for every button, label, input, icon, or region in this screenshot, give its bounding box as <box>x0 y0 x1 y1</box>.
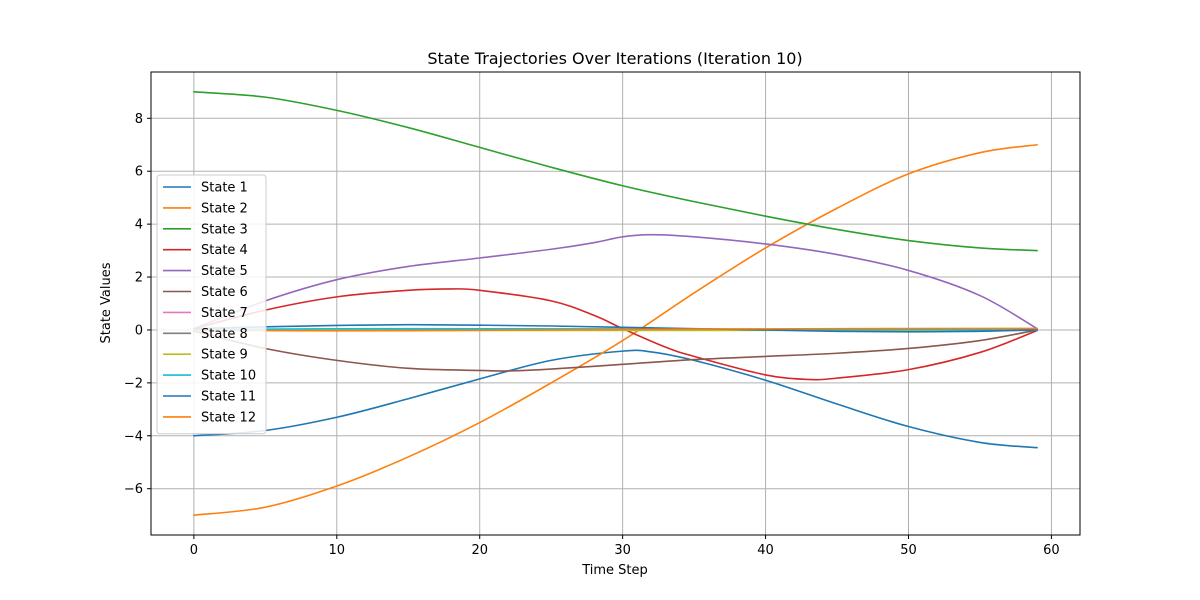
legend-entry: State 11 <box>201 390 256 405</box>
x-tick-label: 40 <box>757 543 774 558</box>
chart-title: State Trajectories Over Iterations (Iter… <box>427 49 802 68</box>
legend-entry: State 7 <box>201 306 248 321</box>
legend-entry: State 12 <box>201 410 256 425</box>
legend-entry: State 6 <box>201 285 248 300</box>
series-line-3 <box>193 91 1038 252</box>
y-tick-label: 6 <box>135 165 143 180</box>
plot-frame <box>150 71 1081 536</box>
x-tick-label: 20 <box>471 543 488 558</box>
x-axis-label: Time Step <box>581 563 648 578</box>
legend-entry: State 4 <box>201 243 248 258</box>
series-line-2 <box>193 143 1038 516</box>
legend-entry: State 10 <box>201 369 256 384</box>
y-tick-label: 4 <box>135 218 143 233</box>
series-line-12 <box>193 327 1038 332</box>
y-tick-label: 2 <box>135 271 143 286</box>
y-axis: −6 −4 −2 0 2 4 6 8 <box>124 112 151 497</box>
y-axis-label: State Values <box>99 262 114 343</box>
series-line-4 <box>193 288 1038 381</box>
series-layer <box>193 91 1038 516</box>
legend-entry: State 8 <box>201 327 248 342</box>
legend-entry: State 1 <box>201 181 248 196</box>
y-tick-label: 0 <box>135 323 143 338</box>
x-axis: 0 10 20 30 40 50 60 <box>190 535 1060 558</box>
grid <box>151 72 1080 535</box>
y-tick-label: −6 <box>124 482 143 497</box>
x-tick-label: 50 <box>900 543 917 558</box>
legend-entry: State 5 <box>201 264 248 279</box>
x-tick-label: 0 <box>190 543 198 558</box>
series-line-1 <box>193 349 1038 449</box>
legend-entry: State 9 <box>201 348 248 363</box>
y-tick-label: −2 <box>124 376 143 391</box>
series-line-5 <box>193 233 1038 330</box>
legend-entry: State 2 <box>201 201 248 216</box>
y-tick-label: −4 <box>124 429 143 444</box>
legend-entry: State 3 <box>201 222 248 237</box>
legend: State 1 State 2 State 3 State 4 State 5 State… <box>156 174 267 435</box>
series-line-6 <box>193 329 1038 372</box>
legend-box <box>156 174 267 435</box>
x-tick-label: 30 <box>614 543 631 558</box>
series-line-11 <box>193 323 1038 333</box>
x-tick-label: 10 <box>329 543 346 558</box>
y-tick-label: 8 <box>135 112 143 127</box>
x-tick-label: 60 <box>1043 543 1060 558</box>
